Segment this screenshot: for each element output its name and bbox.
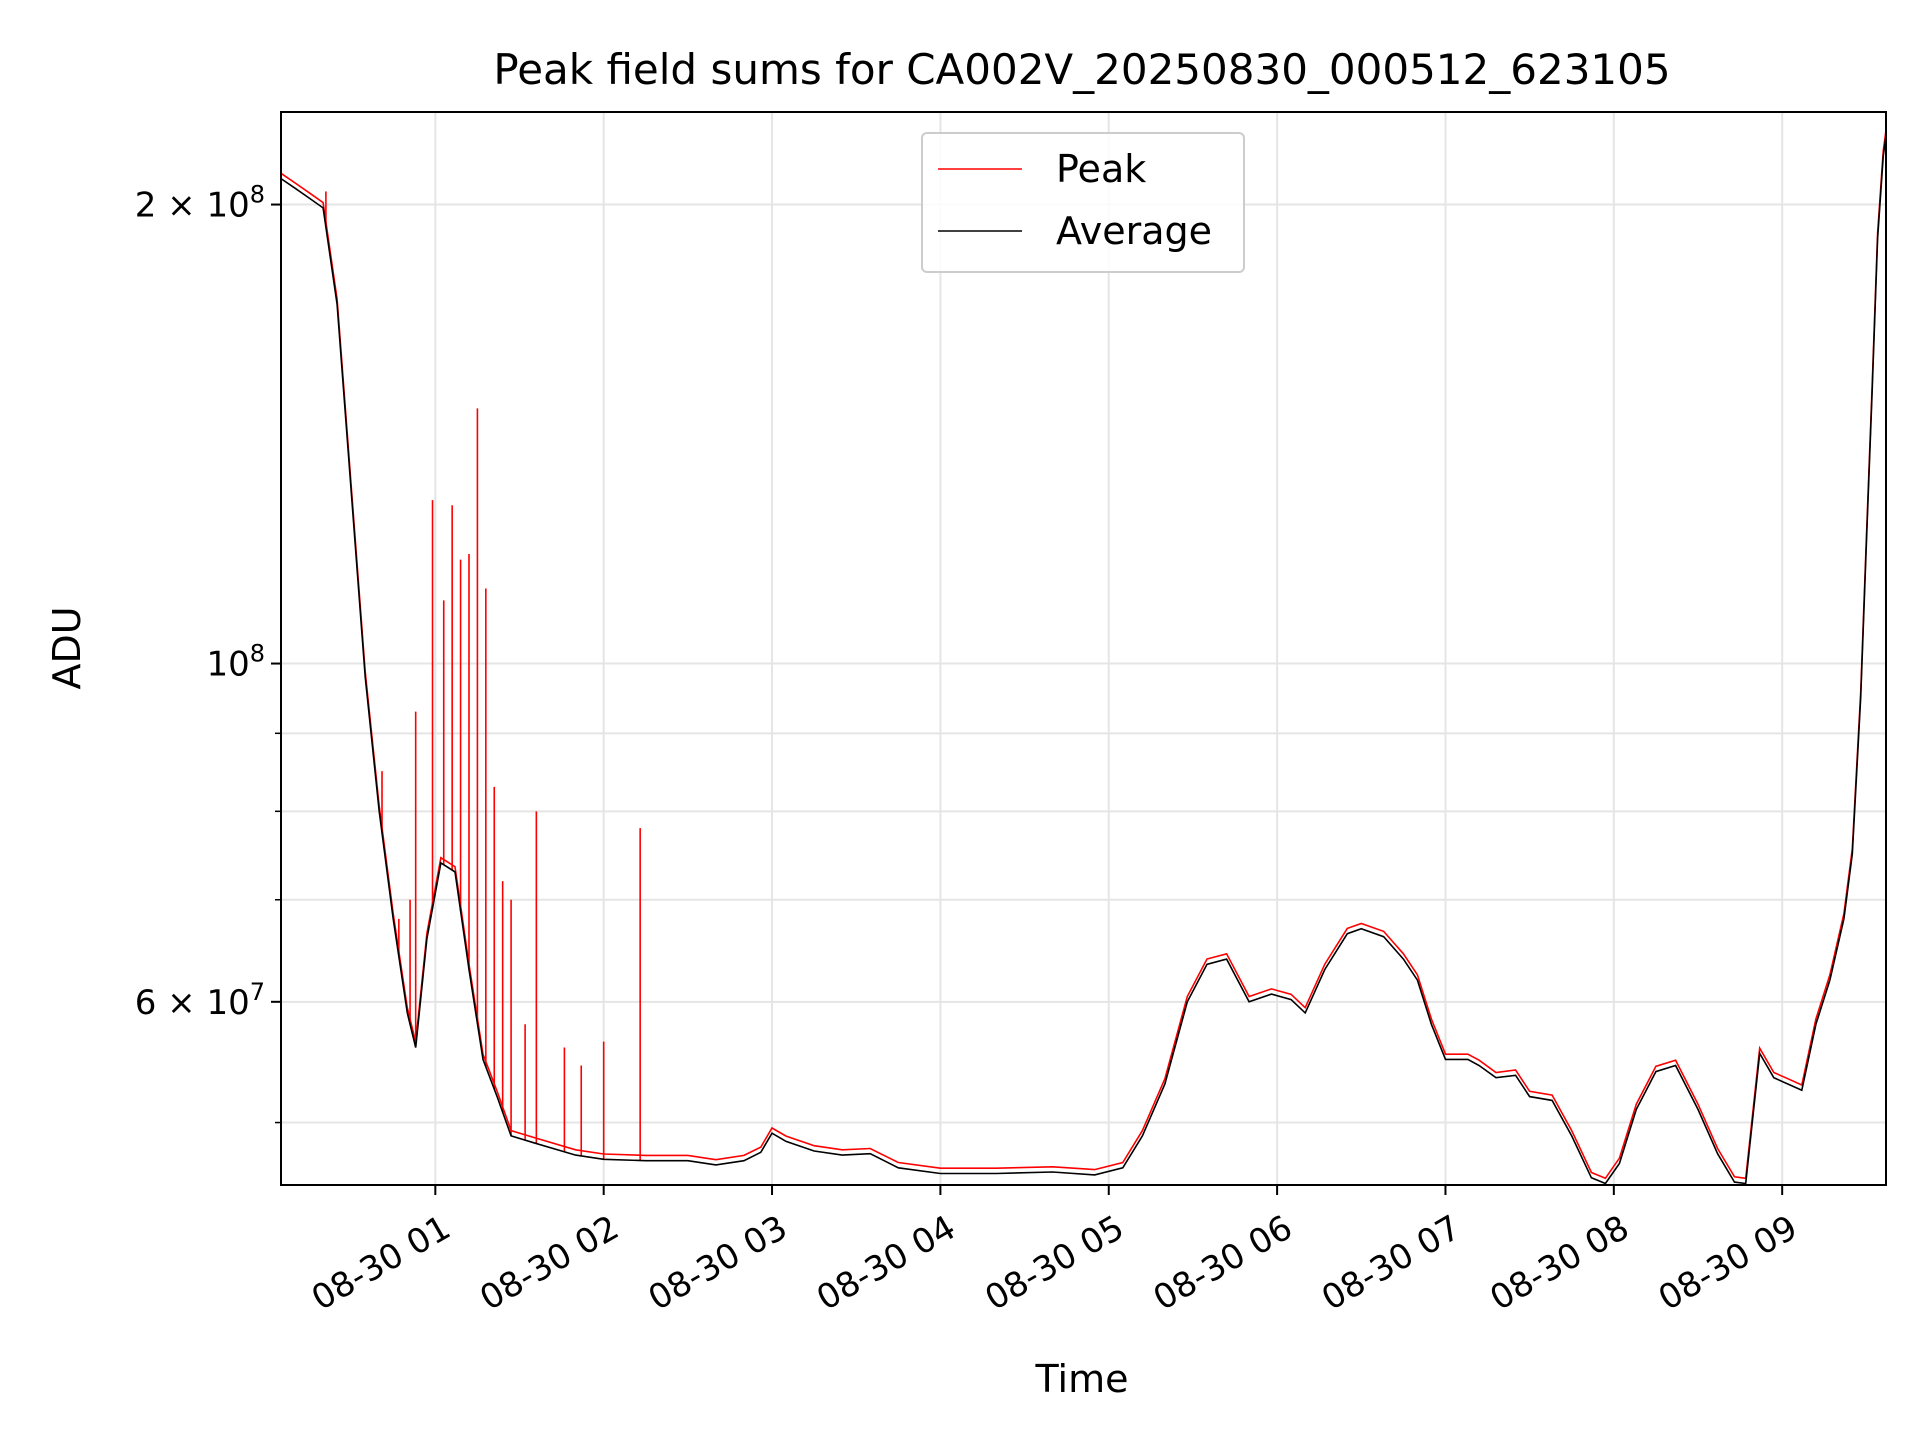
chart-title: Peak field sums for CA002V_20250830_0005… [493, 45, 1670, 94]
plot-frame [280, 111, 1887, 1186]
y-axis: 2 × 108 108 6 × 107 [135, 181, 281, 1124]
y-axis-label: ADU [45, 606, 89, 689]
legend-label-average: Average [1056, 209, 1212, 253]
series-line-average [280, 135, 1887, 1185]
legend-label-peak: Peak [1056, 147, 1146, 191]
y-tick-label: 2 × 108 [135, 181, 265, 226]
legend: Peak Average [921, 132, 1245, 273]
y-tick-label: 108 [206, 640, 265, 685]
x-axis-label: Time [1035, 1357, 1129, 1401]
series-layer [280, 130, 1887, 1185]
y-tick-label: 6 × 107 [135, 978, 265, 1023]
legend-box [921, 132, 1245, 273]
